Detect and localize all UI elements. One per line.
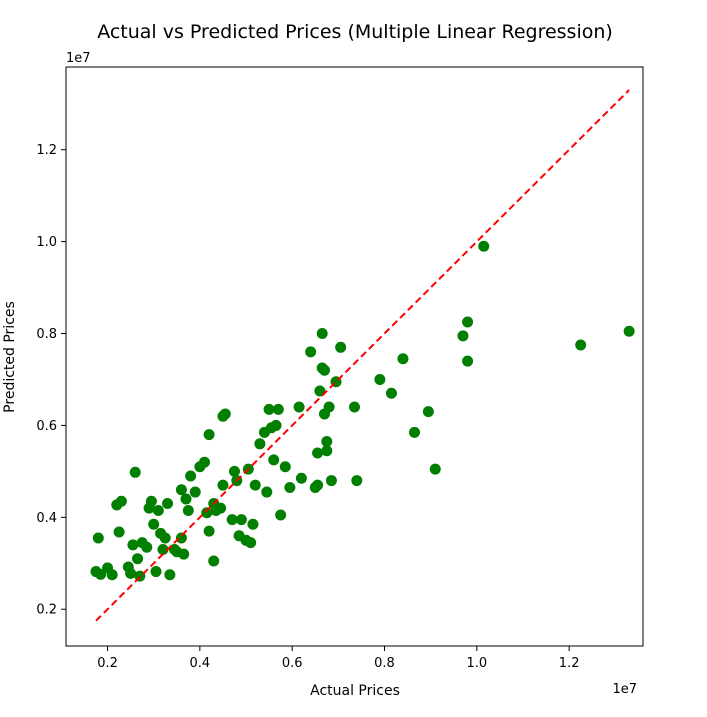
data-point [215, 502, 227, 514]
data-point [159, 532, 171, 544]
chart-title: Actual vs Predicted Prices (Multiple Lin… [97, 21, 613, 43]
y-tick-label: 1.0 [36, 235, 57, 250]
data-point [295, 472, 307, 484]
data-points [90, 240, 635, 582]
x-tick-label: 0.6 [282, 656, 303, 671]
data-point [115, 495, 127, 507]
data-point [272, 403, 284, 415]
data-point [268, 454, 280, 466]
data-point [219, 408, 231, 420]
x-offset-label: 1e7 [612, 682, 637, 697]
data-point [162, 498, 174, 510]
data-point [261, 486, 273, 498]
data-point [254, 438, 266, 450]
data-point [422, 406, 434, 418]
data-point [279, 461, 291, 473]
data-point [325, 475, 337, 487]
data-point [157, 544, 169, 555]
x-tick-label: 1.2 [559, 656, 580, 671]
plot-frame [65, 66, 644, 647]
x-tick-label: 0.4 [190, 656, 211, 671]
data-point [312, 447, 324, 459]
x-tick-label: 0.8 [374, 656, 395, 671]
data-point [429, 463, 441, 475]
data-point [462, 355, 474, 367]
data-point [305, 346, 317, 358]
data-point [249, 479, 261, 491]
data-point [323, 401, 335, 413]
data-point [263, 403, 275, 415]
data-point [245, 537, 257, 549]
data-point [409, 426, 421, 438]
data-point [175, 532, 187, 544]
y-tick-label: 1.2 [36, 143, 57, 158]
data-point [457, 330, 469, 342]
data-point [312, 479, 324, 491]
data-point [180, 493, 192, 505]
y-axis-label: Predicted Prices [2, 301, 18, 413]
data-point [623, 325, 635, 337]
data-point [141, 541, 153, 553]
data-point [478, 240, 490, 252]
data-point [95, 568, 107, 580]
data-point [217, 479, 229, 491]
data-point [152, 504, 164, 516]
x-tick-label: 0.2 [97, 656, 118, 671]
data-point [462, 316, 474, 328]
data-point [351, 475, 363, 487]
x-axis-ticks: 0.2 0.4 0.6 0.8 1.0 1.2 [97, 646, 579, 671]
data-point [321, 445, 333, 457]
data-point [397, 353, 409, 365]
data-point [284, 481, 296, 493]
y-offset-label: 1e7 [66, 51, 91, 66]
data-point [148, 518, 160, 530]
data-point [203, 525, 215, 537]
data-point [321, 436, 333, 448]
data-point [203, 429, 215, 441]
y-axis-ticks: 0.2 0.4 0.6 0.8 1.0 1.2 [36, 143, 66, 618]
data-point [92, 532, 104, 544]
data-point [150, 566, 162, 578]
data-point [201, 507, 213, 519]
data-point [235, 514, 247, 526]
data-point [182, 504, 194, 516]
x-axis-label: Actual Prices [310, 683, 400, 699]
data-point [228, 465, 240, 477]
x-tick-label: 1.0 [466, 656, 487, 671]
data-point [198, 456, 210, 468]
data-point [349, 401, 360, 413]
data-point [318, 364, 330, 376]
y-tick-label: 0.6 [36, 419, 57, 434]
data-point [185, 470, 197, 482]
data-point [335, 341, 347, 353]
data-point [175, 484, 187, 496]
data-point [270, 419, 282, 431]
data-point [374, 373, 386, 385]
data-point [208, 555, 220, 567]
y-tick-label: 0.4 [36, 511, 57, 526]
y-tick-label: 0.8 [36, 327, 57, 342]
data-point [164, 569, 176, 581]
reference-line [95, 89, 630, 622]
data-point [226, 514, 238, 526]
data-point [127, 539, 139, 551]
data-point [125, 567, 137, 579]
data-point [178, 548, 190, 560]
data-point [293, 401, 305, 413]
data-point [385, 387, 397, 399]
data-point [316, 328, 328, 340]
data-point [129, 466, 141, 478]
data-point [143, 502, 155, 514]
data-point [575, 339, 587, 351]
data-point [106, 569, 118, 581]
data-point [113, 526, 125, 538]
data-point [275, 509, 287, 521]
data-point [189, 486, 201, 498]
y-tick-label: 0.2 [36, 603, 57, 618]
data-point [132, 553, 144, 565]
data-point [247, 518, 259, 530]
